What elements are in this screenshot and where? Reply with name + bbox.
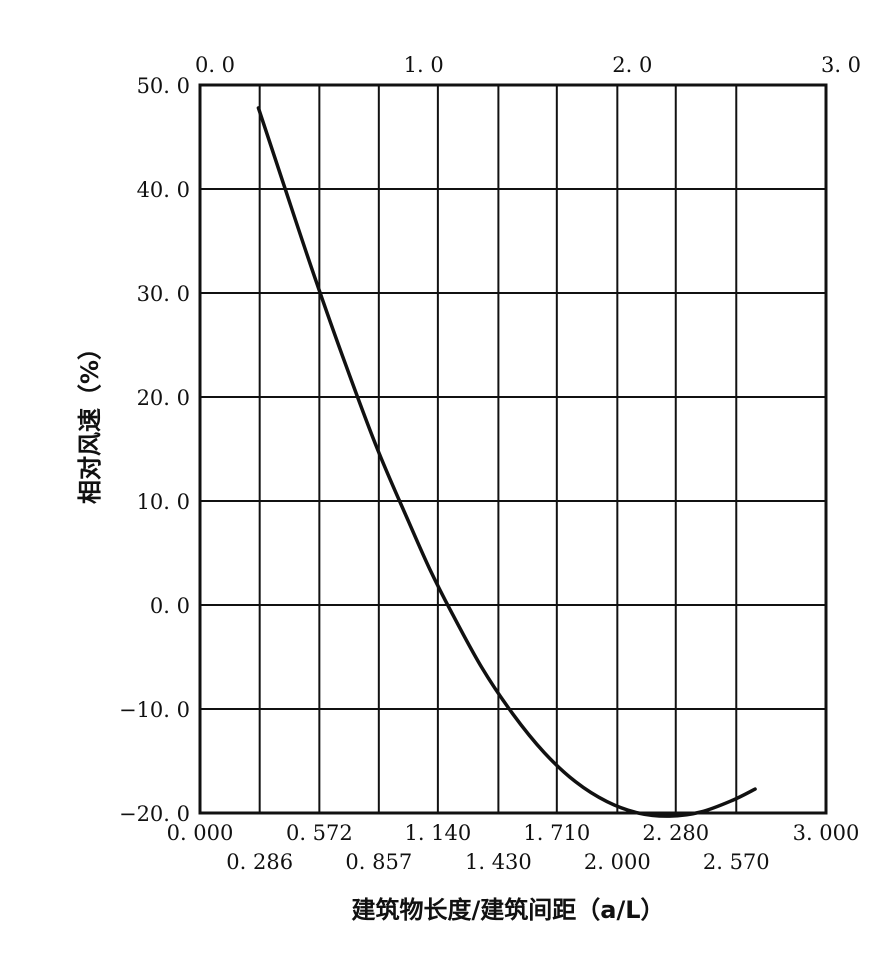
- data-point: [637, 812, 640, 815]
- x-tick-label: 1. 140: [404, 821, 471, 845]
- x-tick-label: 0. 572: [286, 821, 353, 845]
- top-tick-label: 2. 0: [612, 53, 652, 77]
- data-point: [345, 364, 348, 367]
- data-point: [731, 799, 734, 802]
- y-axis-label: 相对风速（%）: [76, 336, 104, 504]
- x-tick-label: 2. 000: [584, 850, 651, 874]
- bottom-axis-ticks: 0. 000 0. 572 1. 140 1. 710 2. 280 3. 000 0. 2…: [167, 821, 860, 874]
- data-point: [313, 276, 316, 279]
- top-tick-label: 3. 0: [821, 53, 861, 77]
- data-point: [512, 713, 515, 716]
- data-point: [480, 666, 483, 669]
- grid: [200, 85, 826, 813]
- x-tick-label: 3. 000: [793, 821, 860, 845]
- x-tick-label: 1. 710: [523, 821, 590, 845]
- x-tick-label: 0. 857: [345, 850, 412, 874]
- y-tick-label: 20. 0: [137, 386, 190, 410]
- series-line: [256, 106, 757, 818]
- data-point: [282, 182, 285, 185]
- data-point: [428, 567, 431, 570]
- x-tick-label: 0. 286: [226, 850, 293, 874]
- y-tick-label: 0. 0: [150, 594, 190, 618]
- data-point: [449, 609, 452, 612]
- top-tick-label: 0. 0: [195, 53, 235, 77]
- x-tick-label: 2. 280: [642, 821, 709, 845]
- data-point: [754, 788, 757, 791]
- y-tick-label: 10. 0: [137, 490, 190, 514]
- x-tick-label: 1. 430: [465, 850, 532, 874]
- data-point: [574, 780, 577, 783]
- x-tick-label: 0. 000: [167, 821, 234, 845]
- data-point: [699, 810, 702, 813]
- top-tick-label: 1. 0: [404, 53, 444, 77]
- x-axis-label: 建筑物长度/建筑间距（a/L）: [351, 896, 664, 924]
- y-tick-label: −10. 0: [119, 698, 190, 722]
- series-points: [257, 106, 757, 817]
- y-tick-label: −20. 0: [119, 802, 190, 826]
- x-tick-label: 2. 570: [703, 850, 770, 874]
- data-point: [257, 106, 260, 109]
- y-tick-label: 30. 0: [137, 282, 190, 306]
- y-tick-label: 50. 0: [137, 74, 190, 98]
- y-tick-label: 40. 0: [137, 178, 190, 202]
- plot-frame: [198, 83, 828, 815]
- data-point: [543, 751, 546, 754]
- top-axis-ticks: 0. 0 1. 0 2. 0 3. 0: [195, 53, 861, 77]
- data-point: [605, 800, 608, 803]
- data-point: [668, 815, 671, 818]
- data-point: [407, 520, 410, 523]
- data-point: [376, 448, 379, 451]
- y-axis-ticks: 50. 0 40. 0 30. 0 20. 0 10. 0 0. 0 −10. 0 −20. …: [119, 74, 190, 826]
